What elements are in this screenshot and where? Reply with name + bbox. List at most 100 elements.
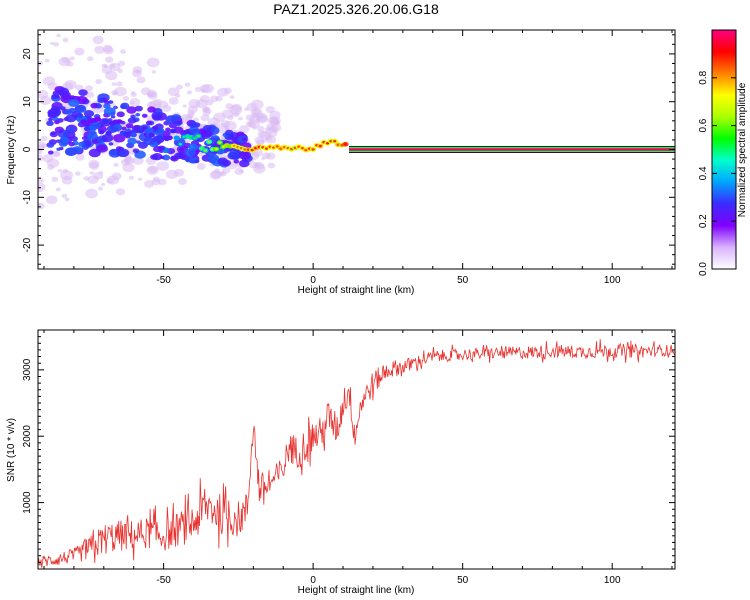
spectrogram-cell: [273, 120, 281, 126]
spectrogram-cell: [75, 105, 87, 113]
spectrogram-cell: [174, 93, 181, 98]
spectrogram-cell: [74, 47, 85, 56]
spectrogram-cell: [182, 104, 187, 108]
spectrogram-cell: [214, 147, 218, 151]
spectrogram-cell: [256, 125, 265, 132]
spectrogram-cell: [146, 57, 160, 68]
spectrogram-cell: [169, 128, 177, 134]
colorbar-label: Normalized spectral amplitude: [737, 82, 748, 217]
snr-ylabel: SNR (10 * v/v): [6, 418, 17, 482]
spectrogram-cell: [109, 62, 121, 72]
spectrogram-cell: [265, 105, 275, 114]
spectrogram-cell: [102, 44, 113, 53]
spectrogram-cell: [108, 100, 114, 104]
spectrogram-cell: [103, 103, 111, 109]
spectrogram-cell: [176, 84, 183, 90]
spectrogram-cell: [75, 153, 85, 161]
spectrogram-cell: [230, 135, 235, 139]
colorbar: 0.0 0.2 0.4 0.6 0.8 Normalized spectral ampl…: [698, 29, 748, 276]
spectrogram-cell: [174, 152, 184, 160]
spectrogram-cell: [107, 118, 113, 122]
spectrogram-panel: -50 0 50 100 -20 -10 0 10 20 Height of straight …: [6, 29, 676, 296]
snr-x-tick-label: 100: [604, 575, 621, 586]
spectrogram-cell: [198, 152, 204, 157]
spectrogram-cell: [143, 137, 155, 146]
spectrogram-cell: [127, 137, 137, 145]
spectrogram-cell: [65, 114, 77, 123]
spectrogram-cell: [55, 187, 61, 192]
colorbar-tick-label: 0.4: [698, 166, 709, 180]
spectrogram-cell: [81, 136, 88, 141]
spectrogram-cell: [98, 129, 105, 135]
spectrogram-cell: [48, 117, 53, 122]
snr-panel: -50 0 50 100 1000 2000 3000 Height of straight…: [6, 329, 676, 596]
spectrogram-cell: [84, 85, 93, 92]
spectrogram-cell: [264, 147, 269, 150]
spectrogram-y-tick-label: 20: [22, 48, 33, 60]
spectrogram-cell: [144, 128, 152, 134]
spectrogram-cell: [229, 95, 235, 99]
spectrogram-cell: [57, 118, 64, 123]
spectrogram-cell: [254, 136, 265, 144]
spectrogram-cell: [116, 119, 123, 125]
spectrogram-cell: [152, 125, 159, 131]
spectrogram-cell: [207, 154, 220, 163]
spectrogram-cell: [76, 112, 84, 118]
spectrogram-cell: [151, 178, 161, 186]
spectrogram-cell: [108, 142, 114, 146]
spectrogram-cell: [64, 80, 77, 90]
spectrogram-cell: [54, 126, 64, 134]
spectrogram-cell: [193, 136, 197, 140]
spectrogram-cell: [127, 117, 137, 124]
spectrogram-cell: [101, 133, 114, 143]
spectrogram-cell: [64, 109, 73, 115]
spectrogram-cell: [94, 45, 105, 54]
spectrogram-cell: [238, 150, 252, 160]
spectrogram-cell: [49, 41, 54, 45]
spectrogram-cell: [145, 120, 153, 126]
spectrogram-cell: [156, 161, 170, 171]
spectrogram-cell: [168, 97, 179, 105]
spectrogram-cell: [166, 135, 173, 141]
spectrogram-cell: [214, 168, 221, 174]
spectrogram-cell: [130, 132, 137, 138]
spectrogram-cell: [207, 140, 211, 144]
spectrogram-cell: [64, 197, 70, 202]
spectrogram-cell: [56, 33, 61, 38]
spectrogram-cell: [115, 146, 123, 151]
figure-title: PAZ1.2025.326.20.06.G18: [273, 1, 439, 17]
spectrogram-cell: [239, 125, 250, 133]
spectrogram-cell: [75, 84, 84, 91]
snr-frame: [37, 329, 676, 570]
spectrogram-cell: [49, 131, 58, 138]
spectrogram-cell: [38, 144, 45, 152]
snr-y-tick-label: 3000: [22, 358, 33, 381]
spectrogram-cell: [68, 141, 75, 147]
spectrogram-cell: [275, 145, 279, 148]
spectrogram-cell: [132, 66, 143, 74]
spectrogram-carrier-line: [349, 148, 675, 151]
spectrogram-cell: [196, 134, 200, 138]
spectrogram-cell: [100, 183, 106, 187]
spectrogram-cell: [55, 139, 61, 143]
spectrogram-cell: [176, 120, 183, 126]
colorbar-tick-label: 0.2: [698, 214, 709, 228]
spectrogram-y-tick-label: 0: [22, 146, 33, 152]
spectrogram-cell: [51, 150, 61, 158]
spectrogram-cell: [111, 82, 117, 86]
spectrogram-cell: [58, 57, 71, 67]
spectrogram-cell: [103, 107, 116, 116]
spectrogram-cell: [126, 106, 137, 114]
spectrogram-cell: [118, 149, 127, 156]
spectrogram-cell: [249, 114, 261, 124]
spectrogram-cell: [257, 130, 267, 138]
spectrogram-cell: [239, 169, 244, 173]
spectrogram-cell: [147, 91, 158, 100]
spectrogram-cell: [171, 114, 182, 122]
spectrogram-cell: [83, 109, 95, 118]
spectrogram-cell: [80, 119, 87, 125]
spectrogram-cell: [165, 169, 179, 180]
spectrogram-cell: [267, 162, 276, 169]
spectrogram-cell: [101, 63, 107, 68]
spectrogram-cell: [128, 175, 134, 180]
